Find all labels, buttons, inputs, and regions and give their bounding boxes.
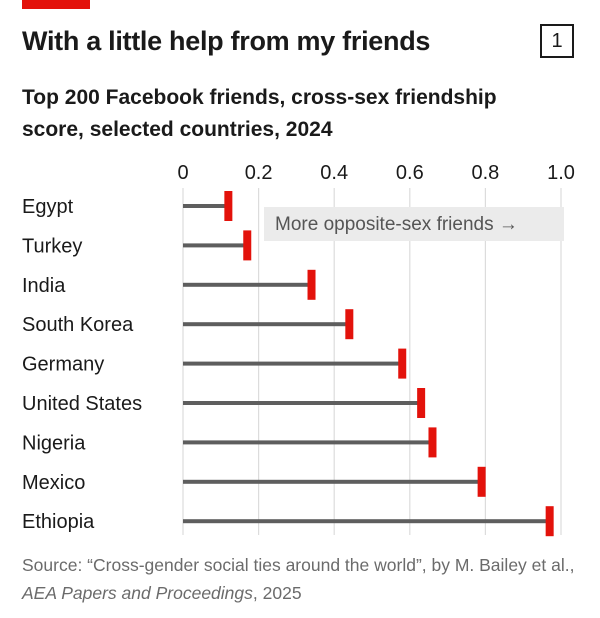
value-marker [345, 309, 354, 340]
source-prefix: Source: “Cross-gender social ties around… [22, 555, 575, 575]
category-label: Egypt [22, 196, 74, 218]
category-label: Turkey [22, 235, 82, 257]
bar [183, 361, 403, 366]
value-marker [224, 191, 233, 221]
annotation-box [264, 207, 564, 241]
value-marker [307, 269, 316, 300]
bar [183, 282, 312, 287]
value-marker [545, 506, 554, 537]
source-note: Source: “Cross-gender social ties around… [22, 551, 582, 607]
source-suffix: , 2025 [252, 583, 302, 603]
category-label: United States [22, 393, 142, 415]
x-tick-label: 0.4 [320, 162, 348, 184]
brand-red-tag [22, 0, 90, 9]
category-label: Mexico [22, 472, 85, 494]
x-tick-label: 0 [177, 162, 188, 184]
value-marker [417, 388, 426, 418]
category-label: South Korea [22, 314, 134, 336]
bar [183, 243, 248, 248]
source-journal: AEA Papers and Proceedings [22, 583, 253, 603]
chart-number-badge: 1 [540, 24, 574, 58]
category-label: India [22, 275, 66, 297]
bar [183, 204, 229, 208]
x-tick-label: 1.0 [547, 162, 575, 184]
bar [183, 440, 433, 445]
annotation-text: More opposite-sex friends → [275, 214, 518, 235]
chart-title: With a little help from my friends [22, 26, 431, 56]
x-tick-label: 0.2 [245, 162, 273, 184]
bar [183, 401, 422, 405]
value-marker [428, 427, 437, 458]
category-label: Nigeria [22, 432, 86, 454]
value-marker [398, 348, 407, 379]
bar [183, 322, 350, 327]
value-marker [477, 466, 486, 497]
bar [183, 519, 550, 524]
category-label: Ethiopia [22, 511, 95, 533]
x-tick-label: 0.8 [471, 162, 499, 184]
bar [183, 479, 482, 484]
bar-chart: 0 0.2 0.4 0.6 0.8 1.0 More opposite-sex friend… [22, 162, 575, 537]
value-marker [243, 230, 252, 261]
chart-subtitle: Top 200 Facebook friends, cross-sex frie… [22, 86, 497, 141]
category-label: Germany [22, 354, 104, 376]
x-tick-label: 0.6 [396, 162, 424, 184]
